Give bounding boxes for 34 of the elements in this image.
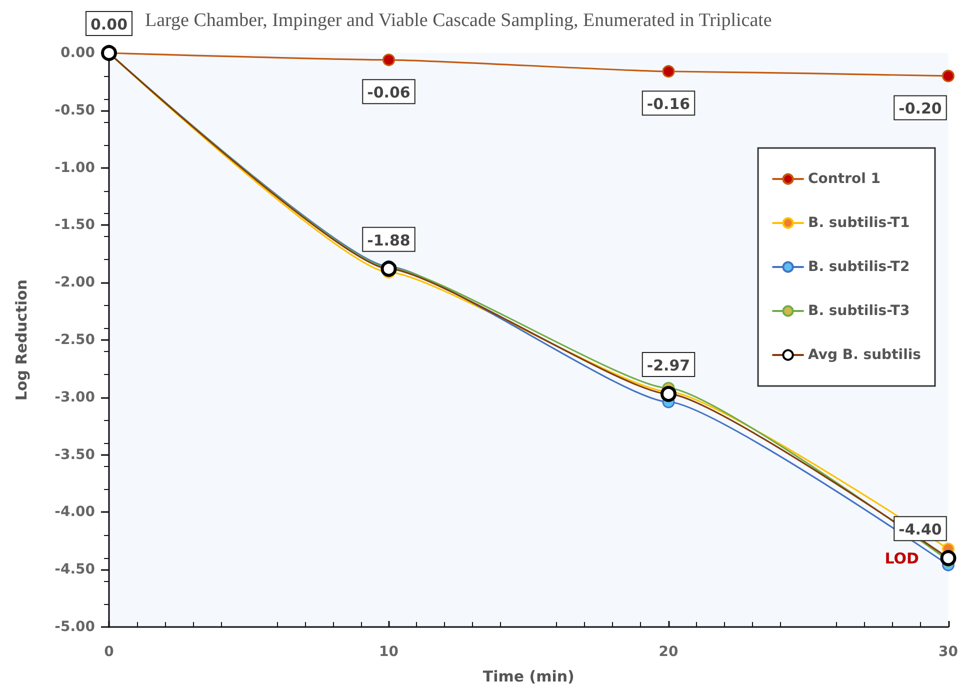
y-tick-label: -5.00 [54, 619, 96, 635]
data-label: -2.97 [646, 356, 690, 374]
legend-label: Control 1 [808, 171, 881, 187]
x-tick-label: 0 [104, 644, 114, 660]
x-tick-label: 30 [938, 644, 958, 660]
data-label: -4.40 [898, 520, 942, 539]
y-axis-title: Log Reduction [12, 279, 30, 401]
legend-label: Avg B. subtilis [808, 347, 922, 363]
x-tick-label: 20 [658, 644, 679, 660]
annotation: LOD [884, 550, 920, 568]
y-tick-label: -4.00 [54, 504, 96, 520]
y-tick-label: 0.00 [60, 45, 96, 61]
legend-label: B. subtilis-T3 [808, 303, 910, 319]
chart-title: Large Chamber, Impinger and Viable Cascade Sampling, Enumerated in Triplicate [145, 10, 772, 31]
point [382, 54, 396, 66]
legend-label: B. subtilis-T2 [808, 259, 910, 275]
data-label: -0.20 [898, 100, 942, 118]
data-label: 0.00 [90, 16, 128, 34]
data-label: -0.06 [367, 84, 410, 102]
y-tick-label: -2.50 [54, 332, 96, 348]
y-tick-label: -4.50 [54, 562, 96, 578]
data-label: -0.16 [646, 95, 690, 114]
y-tick-label: -1.00 [54, 160, 96, 176]
y-tick-label: -1.50 [54, 217, 96, 234]
point [942, 70, 955, 82]
point [662, 65, 675, 78]
y-tick-label: -0.50 [54, 102, 96, 118]
y-tick-label: -2.00 [54, 274, 96, 291]
x-axis-title: Time (min) [482, 668, 574, 686]
data-label: -1.88 [367, 231, 410, 250]
y-tick-label: -3.50 [54, 446, 96, 463]
y-tick-label: -3.00 [54, 389, 96, 406]
legend-label: B. subtilis-T1 [808, 215, 910, 231]
x-tick-label: 10 [379, 644, 399, 660]
